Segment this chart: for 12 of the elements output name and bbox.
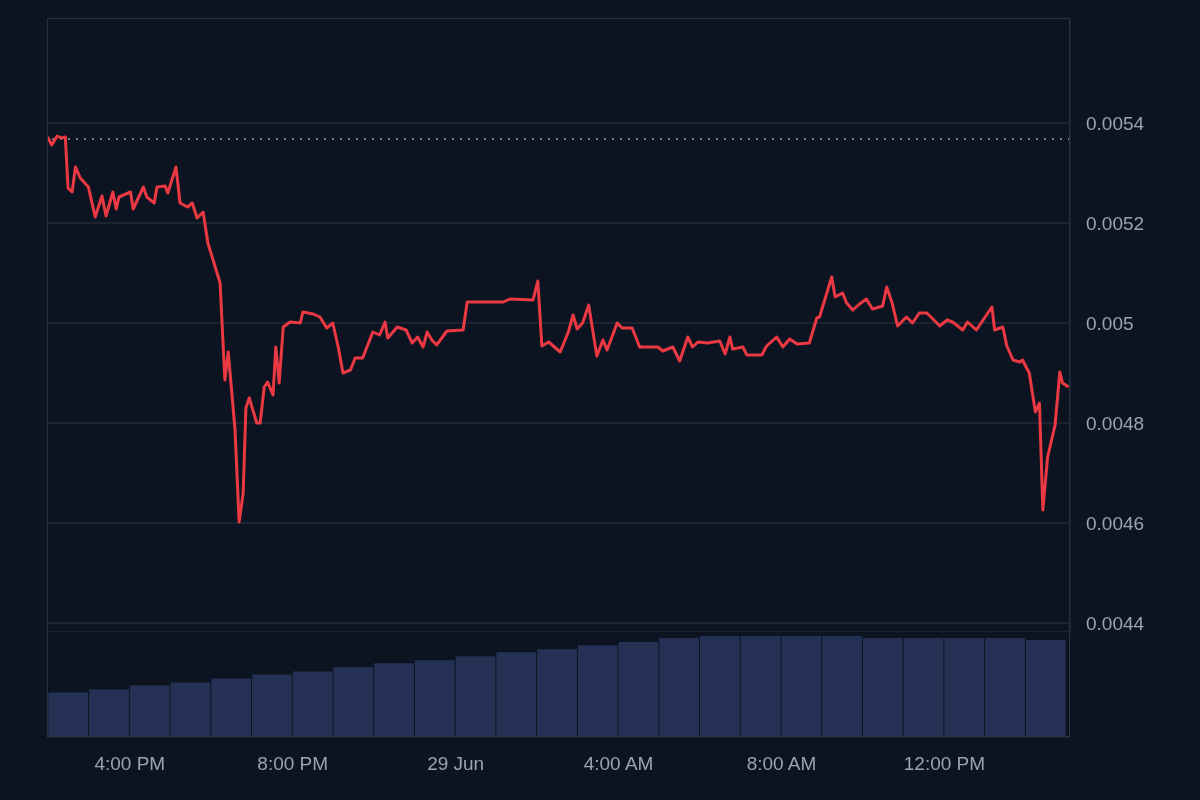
y-tick-label: 0.0048 [1086, 412, 1145, 434]
x-tick-label: 12:00 PM [903, 753, 986, 775]
x-tick-label: 4:00 AM [583, 753, 654, 775]
x-tick-label: 29 Jun [427, 753, 485, 775]
y-tick-label: 0.005 [1086, 312, 1134, 334]
y-tick-label: 0.0054 [1086, 112, 1145, 134]
x-tick-label: 8:00 AM [746, 753, 817, 775]
y-tick-label: 0.0044 [1086, 612, 1145, 634]
y-tick-label: 0.0052 [1086, 212, 1145, 234]
x-tick-label: 8:00 PM [257, 753, 329, 775]
y-tick-label: 0.0046 [1086, 512, 1145, 534]
x-tick-label: 4:00 PM [94, 753, 166, 775]
